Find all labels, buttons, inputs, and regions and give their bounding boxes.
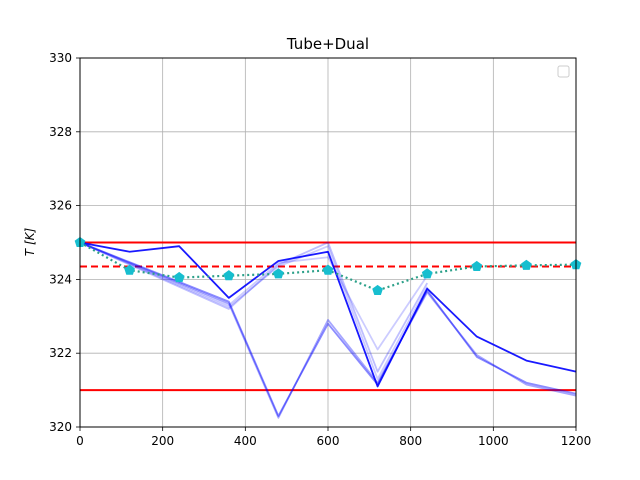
- x-tick-label: 400: [234, 434, 257, 448]
- x-tick-label: 0: [76, 434, 84, 448]
- legend-box: [557, 65, 570, 78]
- series-line: [79, 241, 428, 373]
- y-tick-label: 324: [49, 272, 72, 286]
- setpoint-marker: [471, 260, 483, 272]
- series-line: [79, 241, 577, 419]
- series-line: [79, 241, 428, 380]
- y-axis-ticks: 320 322 324 326 328 330: [49, 51, 80, 434]
- x-tick-label: 200: [151, 434, 174, 448]
- y-tick-label: 326: [49, 199, 72, 213]
- y-tick-label: 328: [49, 125, 72, 139]
- setpoint-marker: [223, 270, 235, 281]
- x-axis-ticks: 0 200 400 600 800 1000 1200: [76, 427, 591, 448]
- setpoint-marker: [273, 268, 284, 279]
- series-line: [79, 241, 577, 417]
- series-line: [79, 241, 428, 351]
- y-tick-label: 320: [49, 420, 72, 434]
- y-axis-label: T [K]: [23, 228, 37, 257]
- y-tick-label: 322: [49, 346, 72, 360]
- series-group: [79, 241, 577, 419]
- y-tick-label: 330: [49, 51, 72, 65]
- x-tick-label: 1000: [478, 434, 509, 448]
- setpoint-marker: [521, 259, 532, 270]
- series-line: [79, 241, 577, 388]
- chart-title: Tube+Dual: [286, 35, 369, 53]
- setpoint-marker: [173, 271, 185, 283]
- setpoint-marker: [322, 264, 334, 275]
- setpoint-marker: [124, 264, 135, 275]
- setpoint-series: [74, 236, 582, 296]
- x-tick-label: 1200: [561, 434, 592, 448]
- x-tick-label: 800: [399, 434, 422, 448]
- x-tick-label: 600: [317, 434, 340, 448]
- setpoint-marker: [372, 284, 383, 296]
- setpoint-marker: [421, 268, 433, 279]
